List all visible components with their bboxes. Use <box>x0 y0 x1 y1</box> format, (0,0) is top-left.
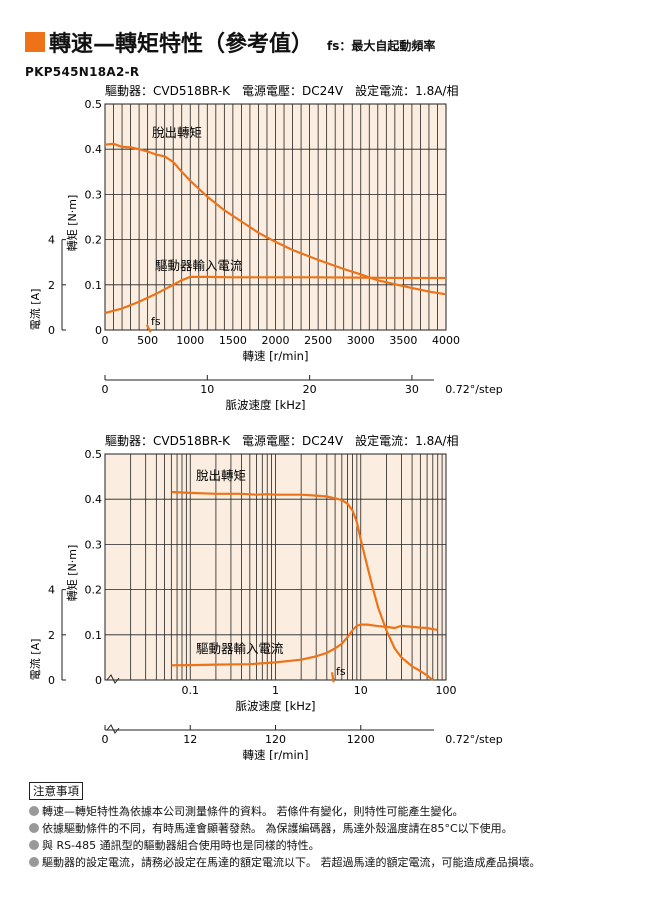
bullet-icon <box>29 805 39 816</box>
model-name: PKP545N18A2-R <box>25 65 140 79</box>
y-tick-label: 0.1 <box>85 279 103 292</box>
annotation-pullout-torque: 脫出轉矩 <box>152 125 202 140</box>
x-tick-label: 100 <box>436 684 457 697</box>
current-tick-label: 0 <box>48 674 55 687</box>
x-axis-label: 轉速 [r/min] <box>243 349 309 363</box>
torque-curve <box>171 490 434 681</box>
title-square-icon <box>25 32 45 52</box>
x-tick-label: 4000 <box>432 334 460 347</box>
secondary-axis-label: 脈波速度 [kHz] <box>226 398 306 410</box>
x-axis-label: 脈波速度 [kHz] <box>236 699 316 713</box>
step-angle-label: 0.72°/step <box>445 733 503 746</box>
y-tick-label: 0.3 <box>85 538 103 551</box>
secondary-tick-label: 10 <box>200 383 214 396</box>
note-text: 轉速—轉矩特性為依據本公司測量條件的資料。 若條件有變化，則特性可能產生變化。 <box>42 804 464 818</box>
secondary-tick-label: 0 <box>102 733 109 746</box>
y-tick-label: 0 <box>95 674 102 687</box>
x-tick-label: 0.1 <box>182 684 200 697</box>
annotation-input-current: 驅動器輸入電流 <box>155 258 243 273</box>
current-curve <box>104 275 446 315</box>
secondary-tick-label: 12 <box>183 733 197 746</box>
chart-header: 驅動器：CVD518BR-K 電源電壓：DC24V 設定電流：1.8A/相 <box>105 83 458 98</box>
note-text: 依據驅動條件的不同，有時馬達會顯著發熱。 為保護編碼器，馬達外殼溫度請在85°C… <box>42 821 513 835</box>
y-axis-label: 轉矩 [N·m] <box>66 545 79 602</box>
note-item: 轉速—轉矩特性為依據本公司測量條件的資料。 若條件有變化，則特性可能產生變化。 <box>29 802 639 819</box>
secondary-tick-label: 20 <box>303 383 317 396</box>
current-tick-label: 2 <box>48 279 55 292</box>
fs-marker <box>330 672 335 683</box>
note-text: 驅動器的設定電流，請務必設定在馬達的額定電流以下。 若超過馬達的額定電流，可能造… <box>42 855 541 869</box>
y-tick-label: 0.5 <box>85 98 103 111</box>
y-tick-label: 0.5 <box>85 448 103 461</box>
annotation-pullout-torque: 脫出轉矩 <box>196 468 246 483</box>
bullet-icon <box>29 839 39 850</box>
secondary-tick-label: 30 <box>405 383 419 396</box>
y-axis-label: 轉矩 [N·m] <box>66 195 79 252</box>
x-tick-label: 500 <box>137 334 158 347</box>
x-tick-label: 1 <box>272 684 279 697</box>
x-tick-label: 10 <box>354 684 368 697</box>
fs-note: fs：最大自起動頻率 <box>327 38 436 53</box>
annotation-fs: fs <box>151 315 161 328</box>
current-tick-label: 2 <box>48 629 55 642</box>
chart-speed-torque-log: 驅動器：CVD518BR-K 電源電壓：DC24V 設定電流：1.8A/相 0 0.… <box>28 433 503 760</box>
note-item: 驅動器的設定電流，請務必設定在馬達的額定電流以下。 若超過馬達的額定電流，可能造… <box>29 853 639 870</box>
y-tick-label: 0.3 <box>85 188 103 201</box>
x-tick-label: 2000 <box>262 334 290 347</box>
current-tick-label: 4 <box>48 234 55 247</box>
x-tick-label: 3000 <box>347 334 375 347</box>
x-tick-label: 2500 <box>304 334 332 347</box>
current-tick-label: 0 <box>48 324 55 337</box>
secondary-axis-label: 轉速 [r/min] <box>243 748 309 760</box>
secondary-tick-label: 1200 <box>347 733 375 746</box>
page-title: 轉速—轉矩特性（參考值） <box>49 32 314 57</box>
current-axis-label: 電流 [A] <box>28 289 42 331</box>
y-tick-label: 0 <box>95 324 102 337</box>
axis-break-icon <box>106 674 120 684</box>
current-tick-label: 4 <box>48 584 55 597</box>
chart-header: 驅動器：CVD518BR-K 電源電壓：DC24V 設定電流：1.8A/相 <box>105 433 458 448</box>
y-tick-label: 0.4 <box>85 143 103 156</box>
annotation-input-current: 驅動器輸入電流 <box>196 641 284 656</box>
title-row: 轉速—轉矩特性（參考值） fs：最大自起動頻率 <box>25 28 436 57</box>
chart-speed-torque-linear: 驅動器：CVD518BR-K 電源電壓：DC24V 設定電流：1.8A/相 0 0.… <box>28 83 503 410</box>
bullet-icon <box>29 856 39 867</box>
step-angle-label: 0.72°/step <box>445 383 503 396</box>
x-tick-label: 1000 <box>176 334 204 347</box>
x-tick-label: 3500 <box>389 334 417 347</box>
y-tick-label: 0.4 <box>85 493 103 506</box>
y-tick-label: 0.1 <box>85 629 103 642</box>
current-curve <box>171 623 438 667</box>
notes-section: 注意事項 轉速—轉矩特性為依據本公司測量條件的資料。 若條件有變化，則特性可能產… <box>29 782 639 870</box>
axis-break-icon <box>106 724 120 734</box>
note-item: 依據驅動條件的不同，有時馬達會顯著發熱。 為保護編碼器，馬達外殼溫度請在85°C… <box>29 819 639 836</box>
secondary-tick-label: 0 <box>102 383 109 396</box>
fs-marker <box>145 324 152 333</box>
x-tick-label: 0 <box>102 334 109 347</box>
torque-curve <box>104 142 447 296</box>
current-axis-label: 電流 [A] <box>28 639 42 681</box>
secondary-tick-label: 120 <box>265 733 286 746</box>
x-tick-label: 1500 <box>219 334 247 347</box>
notes-header: 注意事項 <box>29 782 83 800</box>
note-item: 與 RS-485 通訊型的驅動器組合使用時也是同樣的特性。 <box>29 836 639 853</box>
y-tick-label: 0.2 <box>85 584 103 597</box>
bullet-icon <box>29 822 39 833</box>
note-text: 與 RS-485 通訊型的驅動器組合使用時也是同樣的特性。 <box>42 838 320 852</box>
annotation-fs: fs <box>336 665 346 678</box>
y-tick-label: 0.2 <box>85 234 103 247</box>
